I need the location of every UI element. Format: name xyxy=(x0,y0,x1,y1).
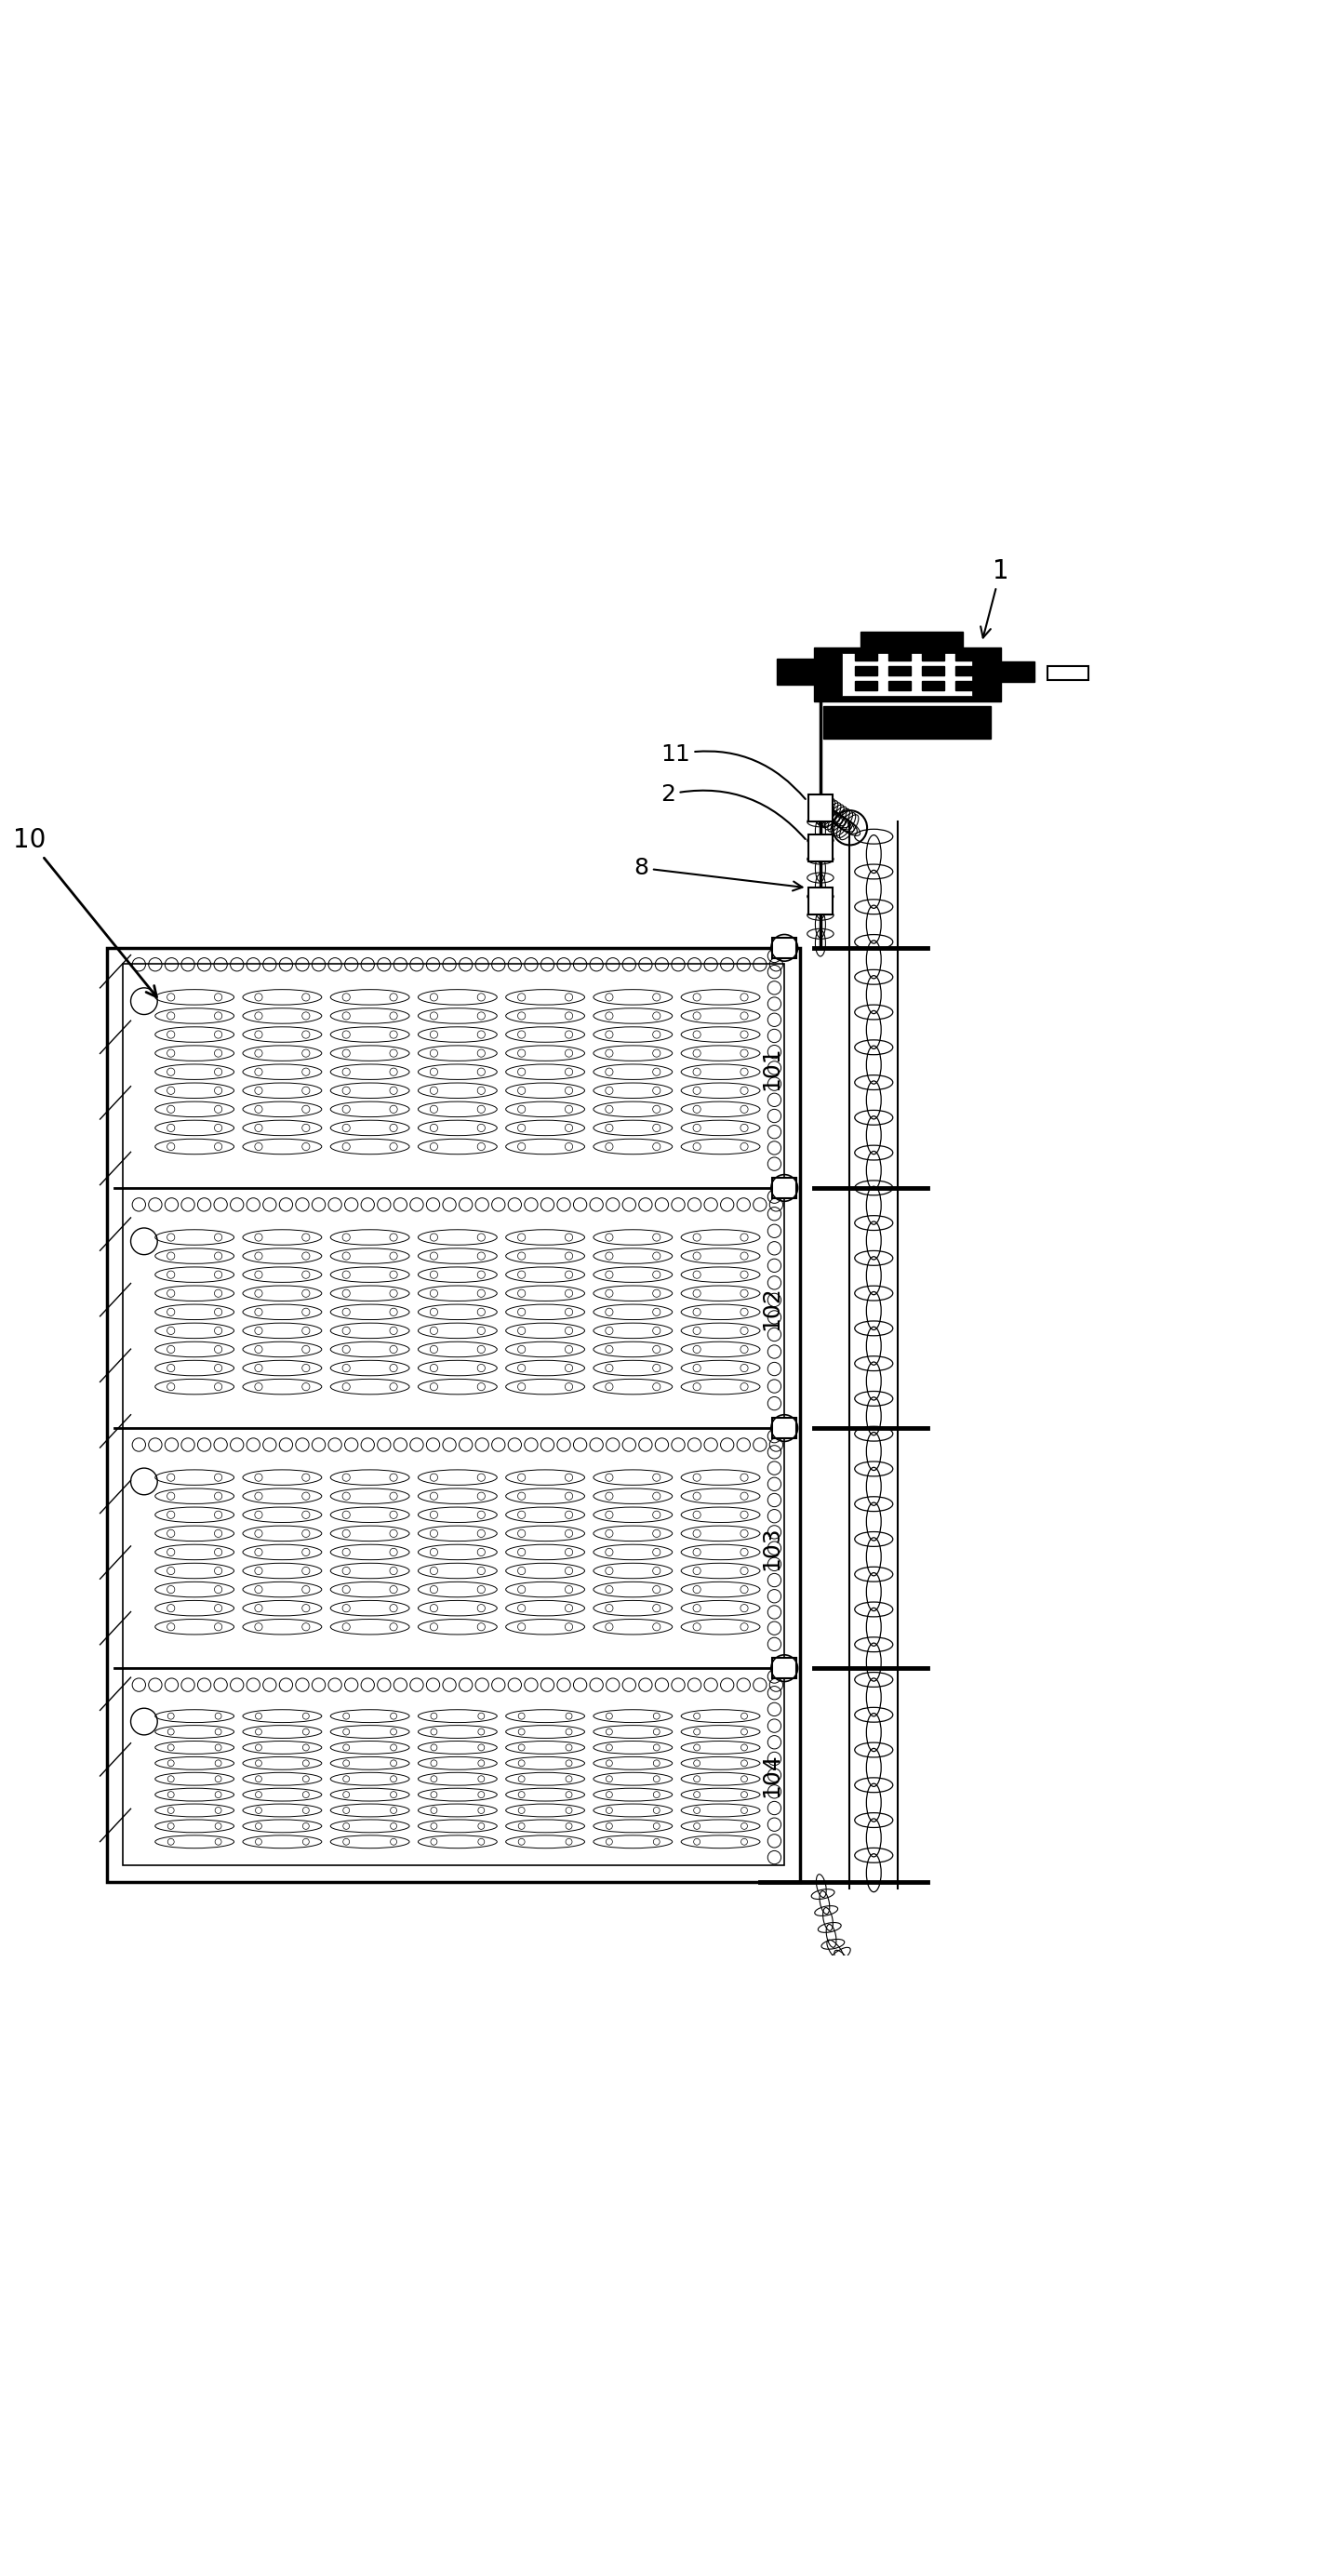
Bar xyxy=(772,938,796,958)
Bar xyxy=(955,665,978,675)
Bar xyxy=(1000,662,1034,683)
Text: 102: 102 xyxy=(760,1285,782,1329)
Text: 101: 101 xyxy=(760,1046,782,1090)
Text: 11: 11 xyxy=(660,744,806,799)
Bar xyxy=(922,680,944,690)
Text: 2: 2 xyxy=(660,783,806,840)
Text: 1: 1 xyxy=(980,559,1009,639)
Bar xyxy=(814,647,1000,701)
Bar xyxy=(922,665,944,675)
Bar xyxy=(107,948,800,1880)
Bar xyxy=(808,889,832,914)
Bar xyxy=(808,835,832,860)
Bar xyxy=(955,680,978,690)
Text: 104: 104 xyxy=(760,1752,782,1798)
Bar xyxy=(123,963,784,1865)
Bar xyxy=(855,680,878,690)
Bar xyxy=(955,652,978,659)
Bar xyxy=(922,652,944,659)
Bar xyxy=(1047,667,1089,680)
Bar xyxy=(772,1177,796,1198)
Bar xyxy=(842,652,972,696)
Bar xyxy=(888,665,911,675)
Bar xyxy=(808,793,832,822)
Bar xyxy=(855,665,878,675)
Bar xyxy=(776,659,818,685)
Text: 103: 103 xyxy=(760,1525,782,1571)
Bar xyxy=(888,652,911,659)
Bar xyxy=(772,1659,796,1677)
Bar xyxy=(888,680,911,690)
Text: 8: 8 xyxy=(634,858,802,891)
Bar xyxy=(823,706,991,739)
Bar xyxy=(855,652,878,659)
Text: 10: 10 xyxy=(13,827,156,997)
Bar xyxy=(772,1417,796,1437)
Bar xyxy=(860,631,963,647)
